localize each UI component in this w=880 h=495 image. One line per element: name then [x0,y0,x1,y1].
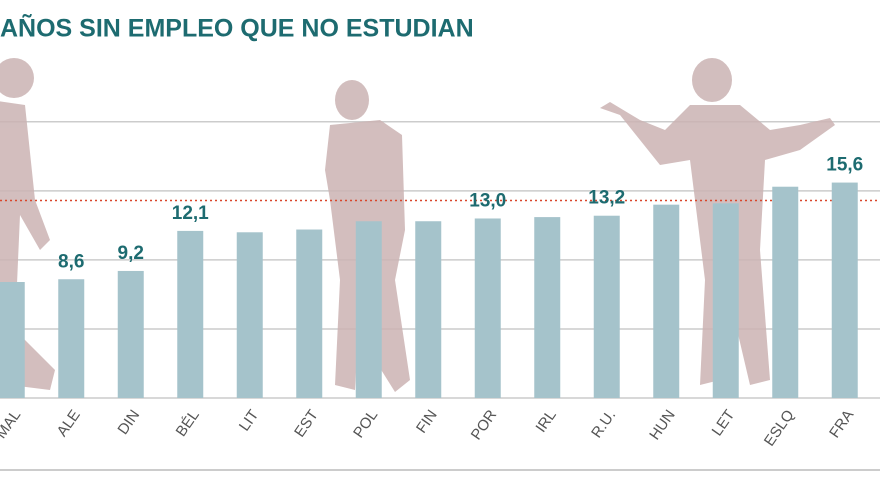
value-label: 15,6 [826,155,863,176]
bar [831,182,858,398]
value-label: 12,1 [172,203,209,224]
value-label: 8,6 [58,251,84,272]
bar [593,215,620,398]
value-label: 13,0 [469,190,506,211]
bar [653,204,680,398]
bar [0,282,25,398]
bar [534,217,561,398]
bar [712,203,739,398]
value-label: 13,2 [588,188,625,209]
bar [355,221,382,398]
value-label: 9,2 [118,243,144,264]
bar [236,232,263,398]
bar [296,229,323,398]
bar [117,270,144,398]
bar [415,221,442,398]
chart-title: AÑOS SIN EMPLEO QUE NO ESTUDIAN [0,13,474,43]
bar [58,279,85,398]
bar [772,186,799,398]
bar [177,230,204,398]
bar [474,218,501,398]
